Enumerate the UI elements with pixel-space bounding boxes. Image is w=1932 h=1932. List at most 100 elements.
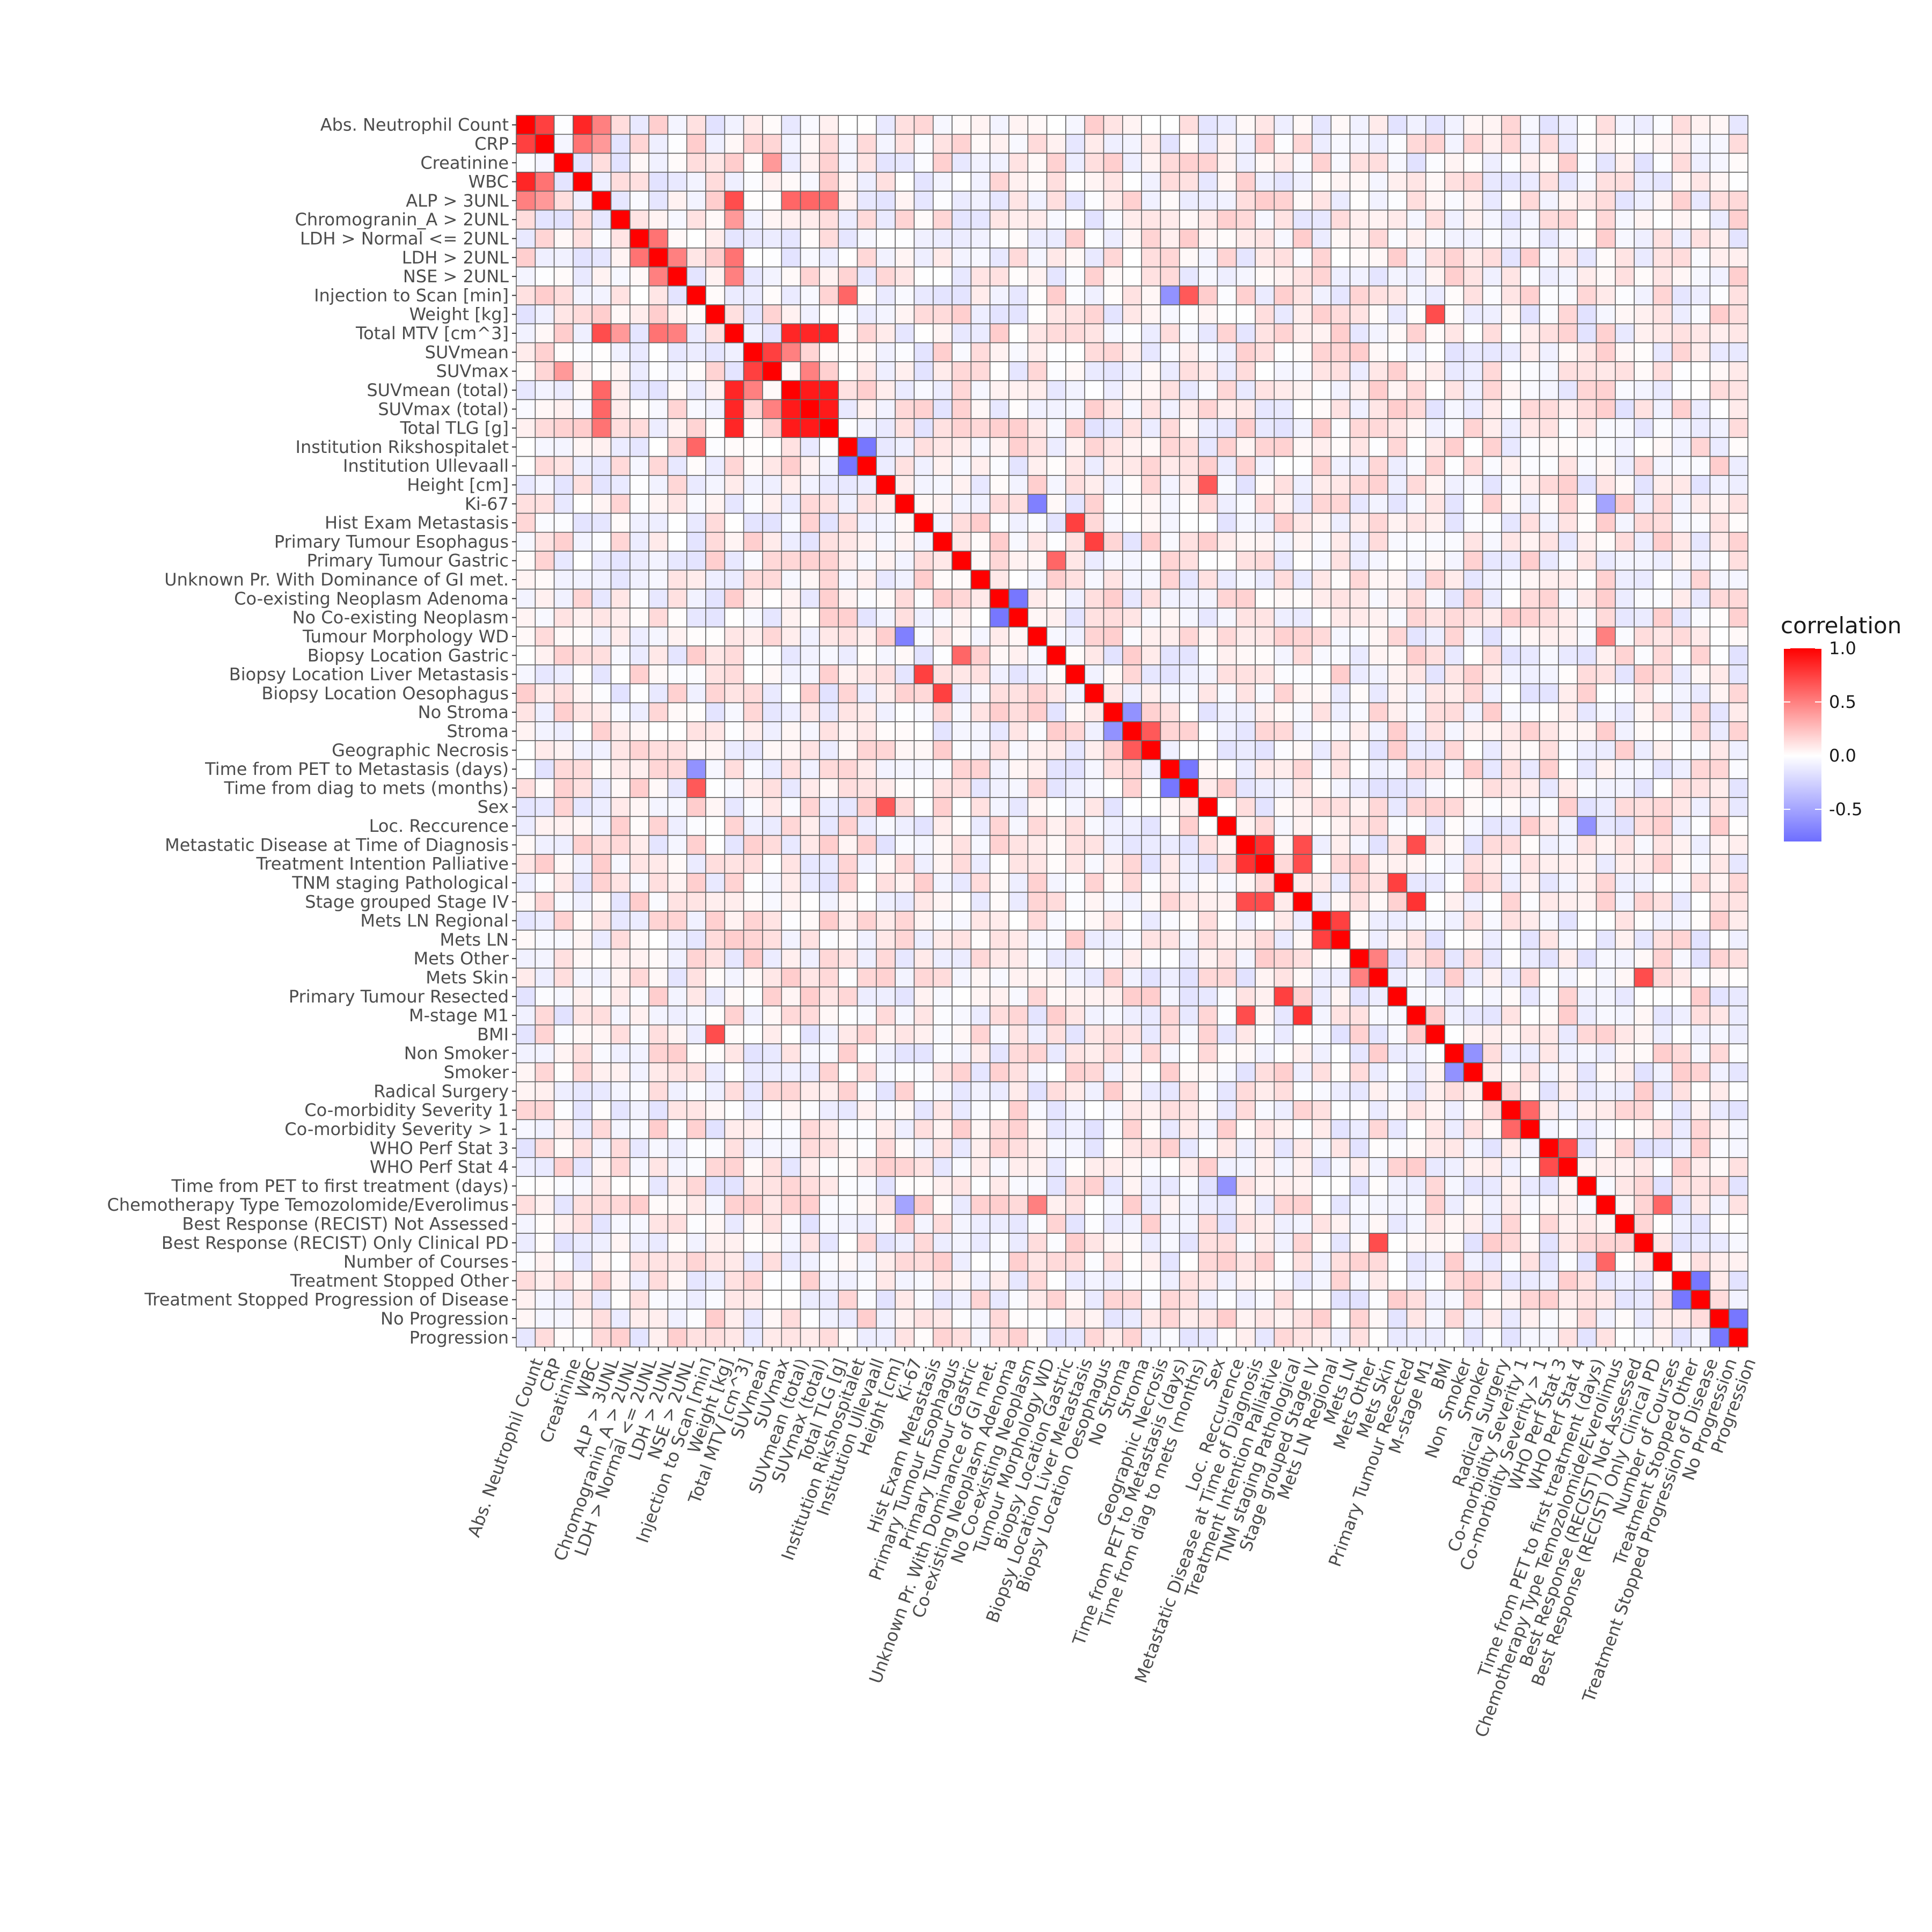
heatmap-cell bbox=[876, 285, 896, 305]
heatmap-cell bbox=[1027, 494, 1048, 514]
heatmap-cell bbox=[838, 1005, 858, 1026]
heatmap-cell bbox=[630, 1290, 649, 1310]
heatmap-cell bbox=[1349, 456, 1370, 476]
heatmap-cell bbox=[1103, 134, 1123, 154]
heatmap-cell bbox=[1596, 1062, 1616, 1082]
y-tick-label: Time from PET to Metastasis (days) bbox=[204, 759, 509, 779]
heatmap-cell bbox=[1274, 1308, 1294, 1329]
heatmap-cell bbox=[970, 891, 991, 912]
heatmap-cell bbox=[705, 152, 726, 173]
heatmap-cell bbox=[1160, 816, 1180, 836]
heatmap-cell bbox=[1274, 1024, 1294, 1044]
heatmap-cell bbox=[1709, 437, 1730, 457]
heatmap-cell bbox=[1198, 1308, 1218, 1329]
heatmap-cell bbox=[952, 986, 972, 1007]
heatmap-cell bbox=[610, 911, 631, 931]
heatmap-cell bbox=[970, 152, 991, 173]
heatmap-cell bbox=[1463, 494, 1483, 514]
heatmap-cell bbox=[1634, 551, 1654, 571]
heatmap-cell bbox=[535, 134, 555, 154]
heatmap-cell bbox=[1671, 778, 1692, 798]
heatmap-cell bbox=[1160, 1005, 1180, 1026]
heatmap-cell bbox=[1292, 740, 1313, 760]
heatmap-cell bbox=[1292, 229, 1313, 248]
heatmap-cell bbox=[895, 1157, 915, 1177]
heatmap-cell bbox=[1065, 551, 1086, 571]
heatmap-cell bbox=[743, 1024, 763, 1044]
heatmap-cell bbox=[819, 683, 839, 704]
heatmap-cell bbox=[1103, 1043, 1123, 1064]
heatmap-cell bbox=[932, 437, 953, 457]
heatmap-cell bbox=[705, 1119, 726, 1139]
heatmap-cell bbox=[553, 797, 574, 817]
heatmap-cell bbox=[1349, 380, 1370, 400]
heatmap-cell bbox=[819, 778, 839, 798]
heatmap-cell bbox=[1141, 1233, 1161, 1253]
heatmap-cell bbox=[1539, 209, 1559, 230]
heatmap-cell bbox=[1482, 285, 1502, 305]
heatmap-cell bbox=[970, 399, 991, 419]
heatmap-cell bbox=[1027, 513, 1048, 533]
heatmap-cell bbox=[1065, 1308, 1086, 1329]
heatmap-cell bbox=[1160, 569, 1180, 590]
heatmap-cell bbox=[1425, 342, 1445, 362]
heatmap-cell bbox=[1615, 418, 1635, 438]
heatmap-cell bbox=[1312, 285, 1332, 305]
heatmap-cell bbox=[1728, 702, 1748, 722]
heatmap-cell bbox=[1387, 209, 1408, 230]
heatmap-cell bbox=[743, 1062, 763, 1082]
heatmap-cell bbox=[1690, 911, 1711, 931]
heatmap-cell bbox=[913, 986, 934, 1007]
heatmap-cell bbox=[781, 115, 801, 135]
heatmap-cell bbox=[1671, 380, 1692, 400]
heatmap-cell bbox=[667, 740, 687, 760]
heatmap-cell bbox=[535, 948, 555, 969]
heatmap-cell bbox=[1255, 835, 1275, 855]
heatmap-cell bbox=[1217, 608, 1237, 628]
heatmap-cell bbox=[553, 683, 574, 704]
heatmap-cell bbox=[1690, 513, 1711, 533]
heatmap-cell bbox=[1444, 759, 1465, 779]
heatmap-cell bbox=[743, 152, 763, 173]
heatmap-cell bbox=[1387, 361, 1408, 382]
heatmap-cell bbox=[1330, 759, 1351, 779]
heatmap-cell bbox=[913, 891, 934, 912]
heatmap-cell bbox=[1463, 721, 1483, 741]
heatmap-cell bbox=[1463, 1214, 1483, 1234]
heatmap-cell bbox=[686, 134, 706, 154]
heatmap-cell bbox=[516, 418, 536, 438]
heatmap-cell bbox=[630, 702, 649, 722]
heatmap-cell bbox=[1046, 475, 1066, 495]
y-tick-label: Institution Ullevaall bbox=[343, 456, 509, 476]
heatmap-cell bbox=[1122, 778, 1142, 798]
heatmap-cell bbox=[1406, 209, 1426, 230]
heatmap-cell bbox=[1520, 740, 1540, 760]
heatmap-cell bbox=[1596, 342, 1616, 362]
heatmap-cell bbox=[686, 683, 706, 704]
heatmap-cell bbox=[1255, 759, 1275, 779]
heatmap-cell bbox=[1235, 475, 1256, 495]
heatmap-cell bbox=[535, 531, 555, 552]
heatmap-cell bbox=[724, 361, 744, 382]
heatmap-cell bbox=[838, 323, 858, 343]
heatmap-cell bbox=[800, 1005, 820, 1026]
heatmap-cell bbox=[705, 191, 726, 211]
heatmap-cell bbox=[1671, 437, 1692, 457]
heatmap-cell bbox=[932, 645, 953, 665]
heatmap-cell bbox=[1084, 342, 1104, 362]
heatmap-cell bbox=[1501, 626, 1521, 647]
heatmap-cell bbox=[630, 399, 649, 419]
heatmap-cell bbox=[1217, 380, 1237, 400]
heatmap-cell bbox=[1349, 626, 1370, 647]
heatmap-cell bbox=[648, 835, 669, 855]
heatmap-cell bbox=[1387, 645, 1408, 665]
heatmap-cell bbox=[1122, 930, 1142, 950]
heatmap-cell bbox=[913, 494, 934, 514]
heatmap-cell bbox=[1709, 361, 1730, 382]
heatmap-cell bbox=[1008, 873, 1029, 893]
heatmap-cell bbox=[1652, 266, 1673, 287]
heatmap-cell bbox=[1520, 399, 1540, 419]
heatmap-cell bbox=[516, 626, 536, 647]
heatmap-cell bbox=[952, 1100, 972, 1121]
heatmap-cell bbox=[895, 304, 915, 325]
